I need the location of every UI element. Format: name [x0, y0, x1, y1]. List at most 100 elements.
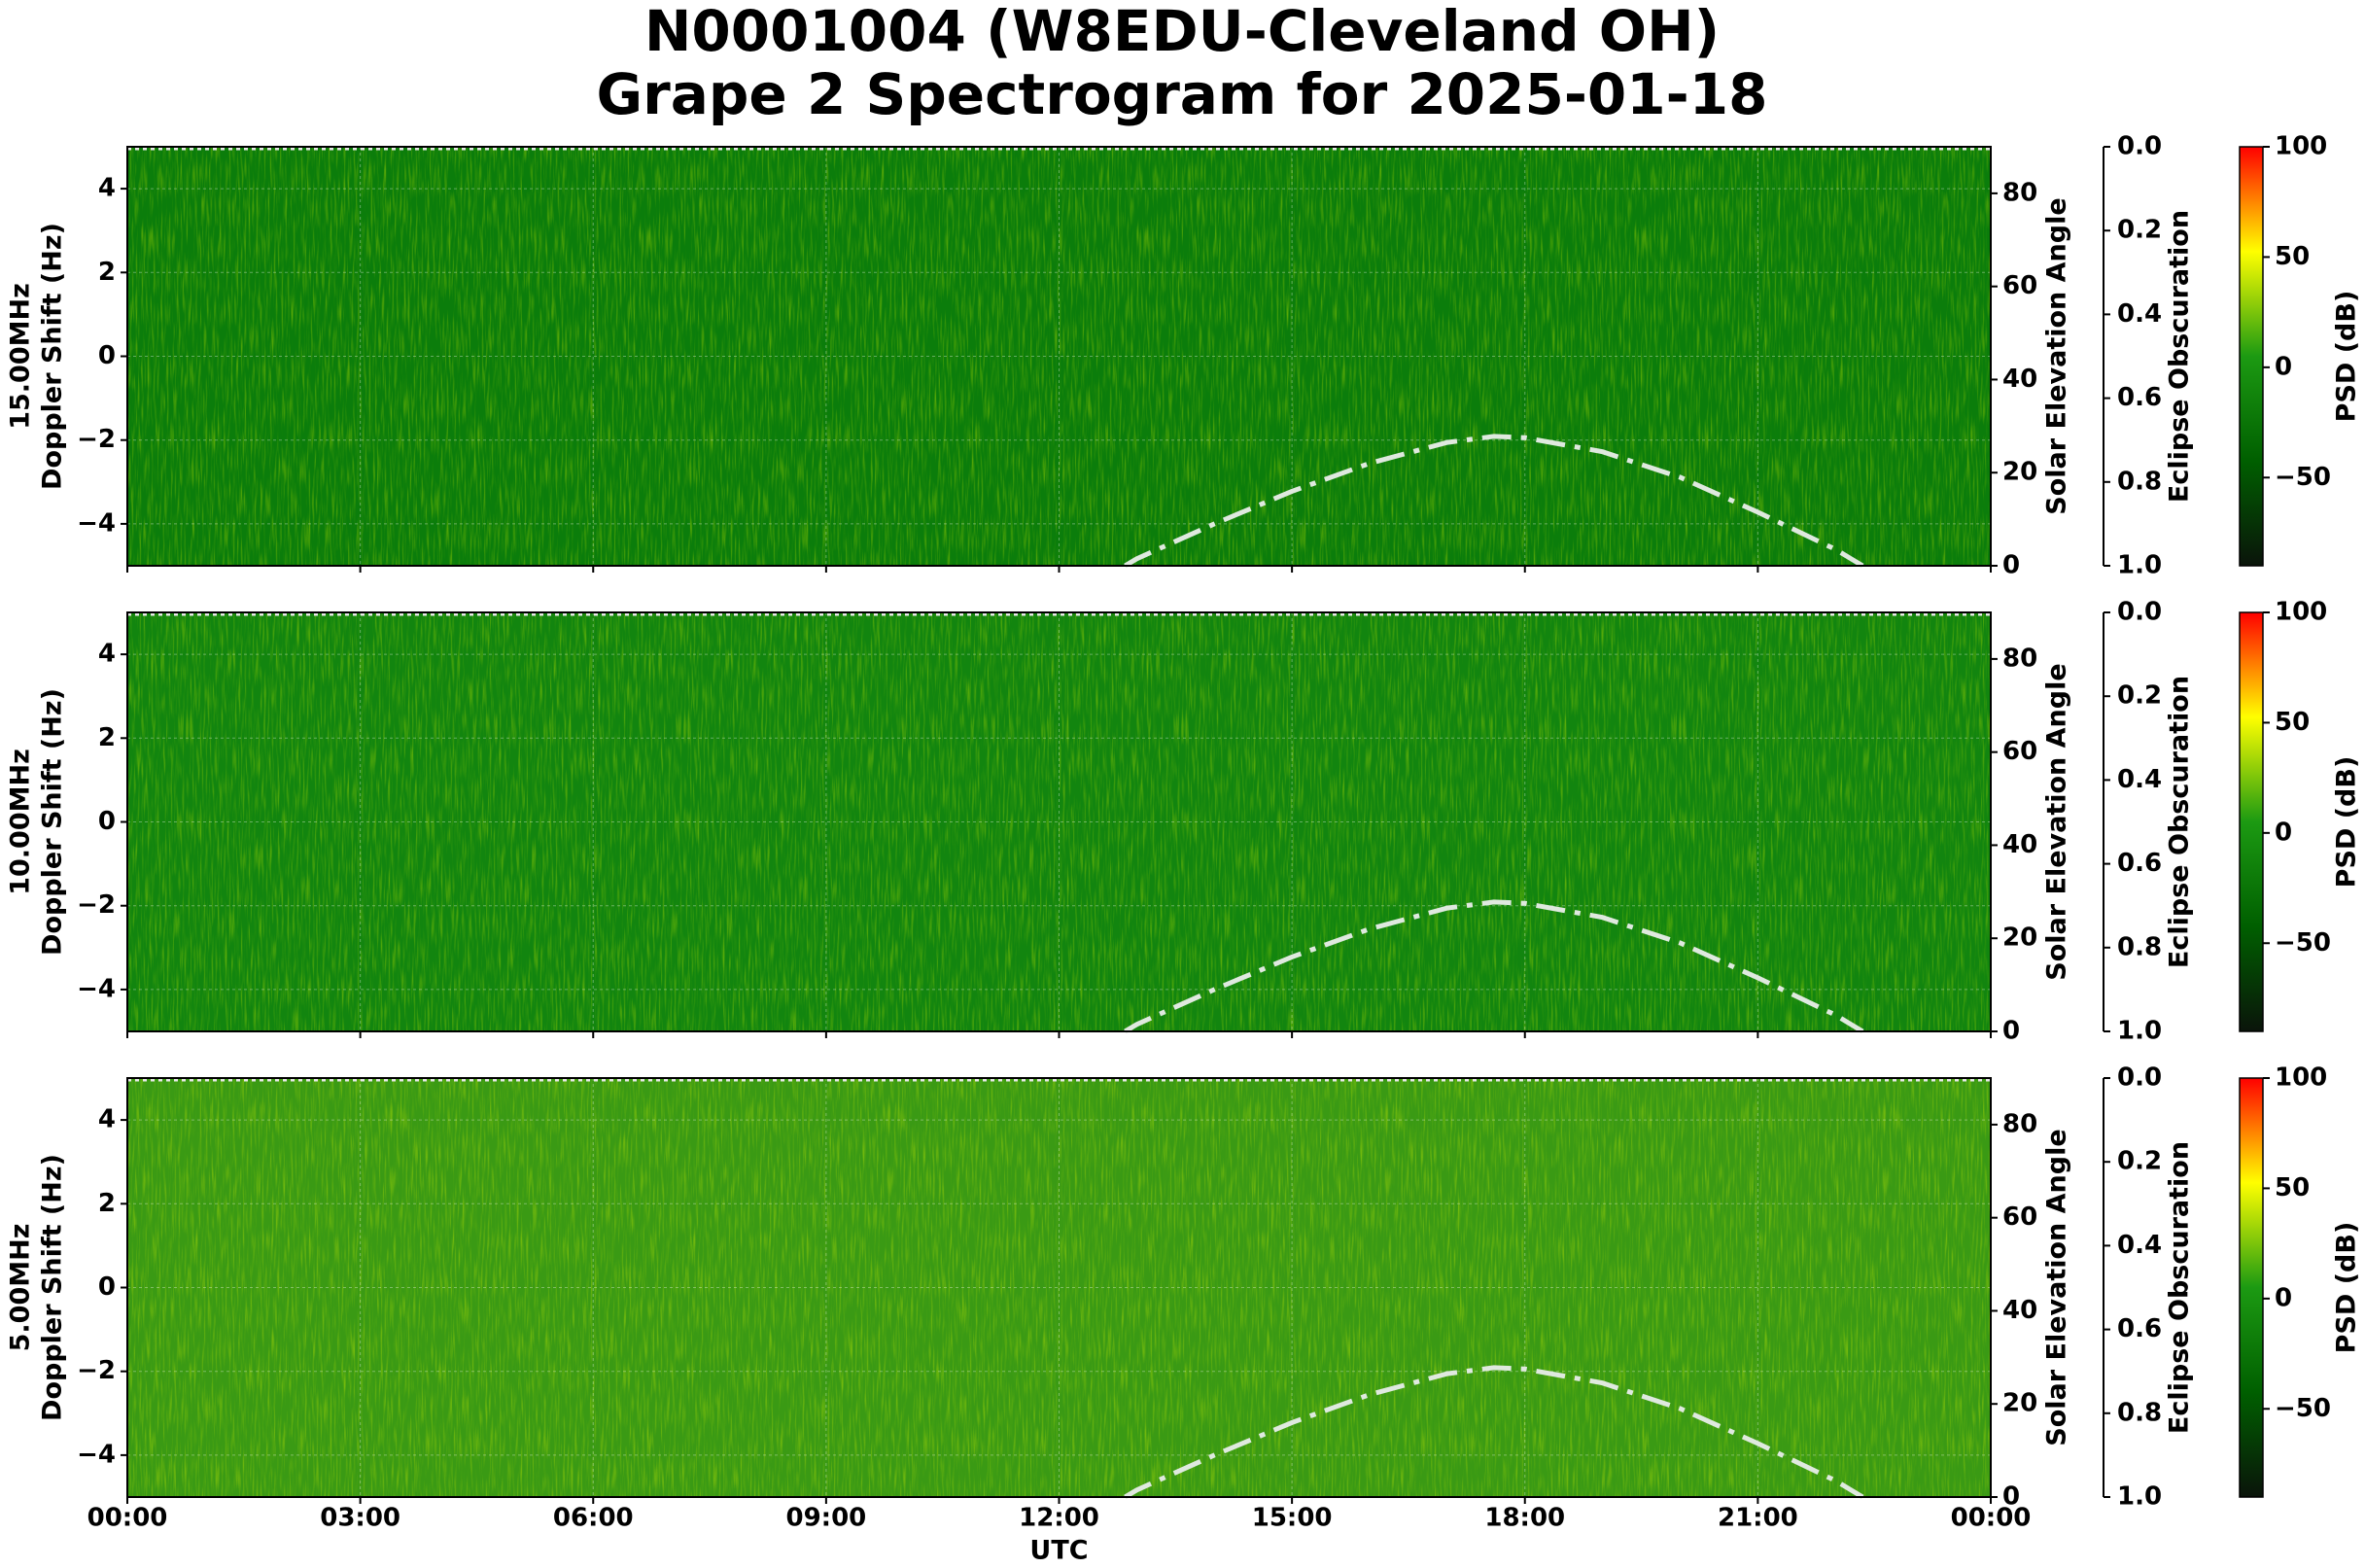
y-tick-label: 0: [98, 807, 116, 836]
y3-tick-label: 1.0: [2117, 1017, 2162, 1046]
y2-tick-label: 60: [2002, 1202, 2037, 1232]
solar-elevation-line: [1124, 434, 1864, 569]
y-tick-label: 4: [98, 640, 116, 669]
title-line: N0001004 (W8EDU-Cleveland OH): [644, 0, 1720, 64]
colorbar-tick-label: 100: [2275, 598, 2327, 627]
y-axis-label: Doppler Shift (Hz): [38, 1154, 68, 1421]
y-tick-label: −2: [77, 425, 116, 454]
x-tick-label: 21:00: [1718, 1504, 1798, 1533]
colorbar-tick-label: 0: [2275, 818, 2292, 847]
y2-tick-label: 80: [2002, 644, 2037, 673]
plot-frame: [126, 611, 1992, 1032]
y2-tick-label: 60: [2002, 737, 2037, 766]
spectrogram-texture: [127, 1078, 1991, 1497]
y3-axis-label: Eclipse Obscuration: [2165, 676, 2195, 968]
y3-tick-label: 0.4: [2117, 1231, 2162, 1260]
x-tick-label: 12:00: [1019, 1504, 1099, 1533]
plot-frame: [126, 146, 1992, 567]
y2-axis-label: Solar Elevation Angle: [2042, 663, 2072, 980]
y-tick-label: −4: [77, 974, 116, 1003]
spectrogram-texture: [127, 147, 1991, 566]
colorbar-tick-label: −50: [2275, 928, 2331, 958]
y-tick-label: 0: [98, 1272, 116, 1302]
y2-tick-label: 20: [2002, 923, 2037, 953]
colorbar-tick-label: 50: [2275, 1173, 2310, 1202]
y2-axis-label: Solar Elevation Angle: [2042, 197, 2072, 514]
y3-tick-label: 0.2: [2117, 216, 2162, 245]
y-axis-label: 5.00MHz: [6, 1224, 36, 1352]
y3-tick-label: 0.8: [2117, 932, 2162, 961]
x-tick-label: 00:00: [1951, 1504, 2032, 1533]
y2-tick-label: 0: [2002, 1482, 2020, 1512]
y2-tick-label: 80: [2002, 1109, 2037, 1138]
x-tick-label: 03:00: [320, 1504, 400, 1533]
y-tick-label: 2: [98, 1189, 116, 1218]
colorbar: [2239, 146, 2264, 567]
y3-tick-label: 0.2: [2117, 681, 2162, 711]
y2-axis-label: Solar Elevation Angle: [2042, 1129, 2072, 1446]
spectrogram-texture: [127, 612, 1991, 1031]
y3-tick-label: 0.8: [2117, 1398, 2162, 1427]
x-tick-label: 00:00: [87, 1504, 168, 1533]
title-line: Grape 2 Spectrogram for 2025-01-18: [597, 61, 1768, 127]
y2-tick-label: 20: [2002, 458, 2037, 487]
colorbar-tick-label: 0: [2275, 1283, 2292, 1312]
y-tick-label: 0: [98, 341, 116, 370]
y2-tick-label: 40: [2002, 365, 2037, 394]
y-tick-label: 2: [98, 258, 116, 287]
y-tick-label: 4: [98, 1105, 116, 1134]
y2-tick-label: 0: [2002, 1017, 2020, 1046]
y-tick-label: −2: [77, 890, 116, 920]
colorbar-tick-label: 50: [2275, 708, 2310, 737]
colorbar: [2239, 1077, 2264, 1498]
y2-tick-label: 60: [2002, 271, 2037, 300]
x-tick-label: 09:00: [785, 1504, 866, 1533]
colorbar-label: PSD (dB): [2332, 1222, 2362, 1354]
colorbar-tick-label: −50: [2275, 1394, 2331, 1423]
y-tick-label: −4: [77, 1440, 116, 1469]
y3-tick-label: 0.6: [2117, 1314, 2162, 1343]
colorbar-tick-label: 0: [2275, 352, 2292, 381]
y3-tick-label: 0.8: [2117, 467, 2162, 496]
x-tick-label: 18:00: [1484, 1504, 1565, 1533]
solar-elevation-line: [1124, 899, 1864, 1034]
y3-tick-label: 0.4: [2117, 299, 2162, 329]
colorbar-tick-label: −50: [2275, 463, 2331, 492]
y-axis-label: 15.00MHz: [6, 283, 36, 430]
y-axis-label: Doppler Shift (Hz): [38, 688, 68, 956]
y-axis-label: Doppler Shift (Hz): [38, 223, 68, 490]
colorbar-label: PSD (dB): [2332, 291, 2362, 423]
colorbar-tick-label: 100: [2275, 1063, 2327, 1093]
y3-axis-label: Eclipse Obscuration: [2165, 1141, 2195, 1434]
y2-tick-label: 0: [2002, 551, 2020, 580]
y2-tick-label: 80: [2002, 178, 2037, 207]
y3-tick-label: 1.0: [2117, 1482, 2162, 1512]
y2-tick-label: 40: [2002, 1296, 2037, 1325]
y-tick-label: 2: [98, 723, 116, 752]
solar-elevation-line: [1124, 1365, 1864, 1500]
y3-tick-label: 0.0: [2117, 598, 2162, 627]
x-tick-label: 15:00: [1252, 1504, 1333, 1533]
y3-axis-label: Eclipse Obscuration: [2165, 210, 2195, 503]
y3-tick-label: 0.6: [2117, 383, 2162, 412]
colorbar-tick-label: 50: [2275, 242, 2310, 271]
y2-tick-label: 20: [2002, 1389, 2037, 1418]
y-tick-label: 4: [98, 174, 116, 203]
y3-tick-label: 0.2: [2117, 1147, 2162, 1176]
y3-tick-label: 0.0: [2117, 132, 2162, 161]
colorbar-tick-label: 100: [2275, 132, 2327, 161]
y-tick-label: −2: [77, 1356, 116, 1385]
colorbar-label: PSD (dB): [2332, 756, 2362, 889]
y3-tick-label: 0.0: [2117, 1063, 2162, 1093]
x-tick-label: 06:00: [553, 1504, 634, 1533]
y-tick-label: −4: [77, 508, 116, 538]
y3-tick-label: 0.6: [2117, 849, 2162, 878]
y2-tick-label: 40: [2002, 830, 2037, 859]
colorbar: [2239, 611, 2264, 1032]
plot-frame: [126, 1077, 1992, 1498]
y-axis-label: 10.00MHz: [6, 749, 36, 895]
x-axis-label: UTC: [1029, 1536, 1088, 1566]
y3-tick-label: 0.4: [2117, 765, 2162, 794]
y3-tick-label: 1.0: [2117, 551, 2162, 580]
